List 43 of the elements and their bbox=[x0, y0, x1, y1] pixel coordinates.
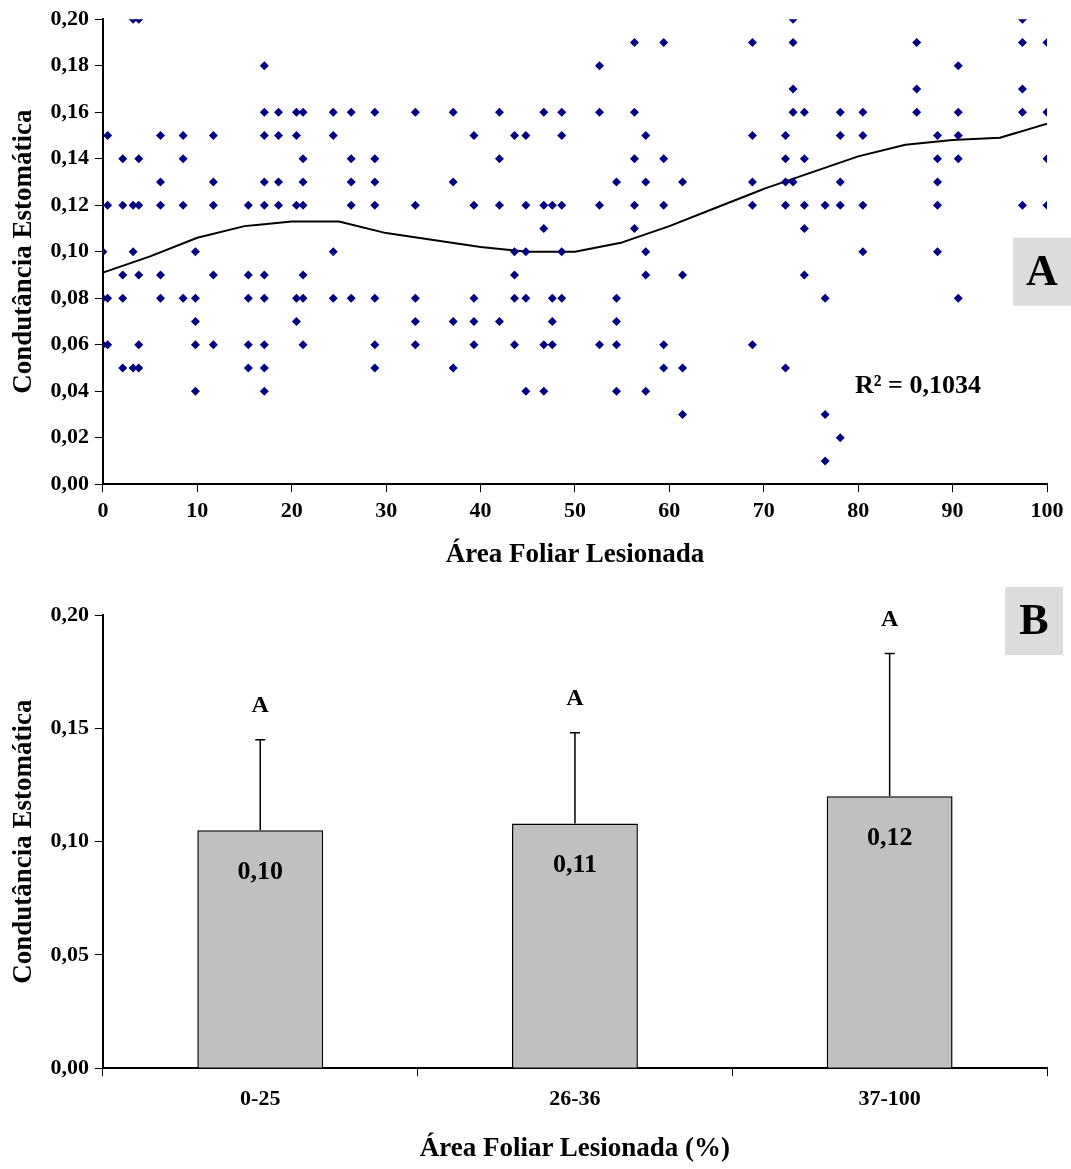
y-tick-label: 0,04 bbox=[50, 376, 89, 402]
annotation: A bbox=[566, 684, 585, 711]
x-tick-label: 40 bbox=[469, 497, 492, 523]
y-tick-label: 0,06 bbox=[50, 330, 89, 356]
annotation: A bbox=[251, 690, 270, 717]
annotation: B bbox=[1019, 595, 1049, 645]
y-tick-label: 0,00 bbox=[50, 469, 89, 495]
data-label: 0,10 bbox=[237, 855, 283, 885]
annotation: A bbox=[880, 604, 899, 631]
y-tick-label: 0,12 bbox=[50, 190, 89, 216]
x-tick-label: 50 bbox=[563, 497, 586, 523]
y-tick-label: 0,20 bbox=[50, 4, 89, 30]
y-tick-label: 0,10 bbox=[50, 237, 89, 263]
x-axis-title: Área Foliar Lesionada (%) bbox=[419, 1131, 731, 1162]
y-tick-label: 0,15 bbox=[50, 713, 89, 739]
y-tick-label: 0,00 bbox=[50, 1053, 89, 1079]
y-tick-label: 0,02 bbox=[50, 423, 89, 449]
y-tick-label: 0,05 bbox=[50, 940, 89, 966]
y-tick-label: 0,18 bbox=[50, 51, 89, 77]
annotation: R² = 0,1034 bbox=[855, 370, 981, 400]
x-tick-label: 60 bbox=[658, 497, 681, 523]
y-tick-label: 0,10 bbox=[50, 827, 89, 853]
x-tick-label: 0-25 bbox=[240, 1085, 281, 1111]
y-tick-label: 0,20 bbox=[50, 600, 89, 626]
y-axis-title: Condutância Estomática bbox=[7, 109, 38, 394]
x-axis-title: Área Foliar Lesionada bbox=[445, 537, 705, 568]
y-tick-label: 0,16 bbox=[50, 97, 89, 123]
x-tick-label: 70 bbox=[752, 497, 775, 523]
annotation: A bbox=[1026, 246, 1059, 296]
x-tick-label: 30 bbox=[375, 497, 398, 523]
x-tick-label: 90 bbox=[941, 497, 964, 523]
x-tick-label: 26-36 bbox=[549, 1085, 601, 1111]
x-tick-label: 80 bbox=[847, 497, 870, 523]
y-tick-label: 0,08 bbox=[50, 283, 89, 309]
y-axis-title: Condutância Estomática bbox=[7, 698, 38, 984]
data-label: 0,11 bbox=[552, 849, 597, 879]
x-tick-label: 0 bbox=[97, 497, 109, 523]
x-tick-label: 10 bbox=[186, 497, 209, 523]
y-tick-label: 0,14 bbox=[50, 144, 89, 170]
x-tick-label: 100 bbox=[1030, 497, 1064, 523]
x-tick-label: 20 bbox=[280, 497, 303, 523]
x-tick-label: 37-100 bbox=[858, 1085, 921, 1111]
data-label: 0,12 bbox=[866, 822, 913, 851]
